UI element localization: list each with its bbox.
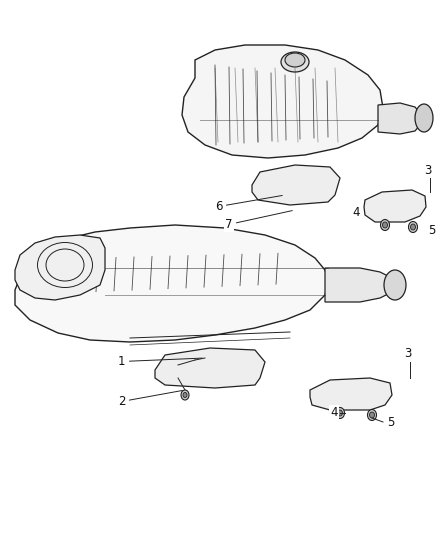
Polygon shape [15,225,328,342]
Ellipse shape [384,270,406,300]
Polygon shape [310,378,392,410]
Text: 3: 3 [404,347,412,360]
Polygon shape [155,348,265,388]
Ellipse shape [382,222,388,228]
Ellipse shape [336,408,345,418]
Ellipse shape [381,220,389,230]
Ellipse shape [409,222,417,232]
Text: 5: 5 [428,223,435,237]
Text: 7: 7 [225,211,292,231]
Text: 2: 2 [118,391,182,408]
Polygon shape [15,235,105,300]
Text: 1: 1 [118,355,202,368]
Ellipse shape [285,53,305,67]
Ellipse shape [370,412,374,418]
Ellipse shape [181,390,189,400]
Ellipse shape [367,409,377,421]
Text: 5: 5 [387,416,394,429]
Polygon shape [182,45,383,158]
Ellipse shape [415,104,433,132]
Text: 4: 4 [353,206,360,220]
Ellipse shape [281,52,309,72]
Polygon shape [252,165,340,205]
Ellipse shape [183,392,187,398]
Text: 4: 4 [331,407,338,419]
Polygon shape [378,103,420,134]
Polygon shape [364,190,426,222]
Ellipse shape [410,224,416,230]
Polygon shape [325,268,392,302]
Ellipse shape [338,410,343,416]
Text: 3: 3 [424,164,432,177]
Text: 6: 6 [215,196,282,213]
